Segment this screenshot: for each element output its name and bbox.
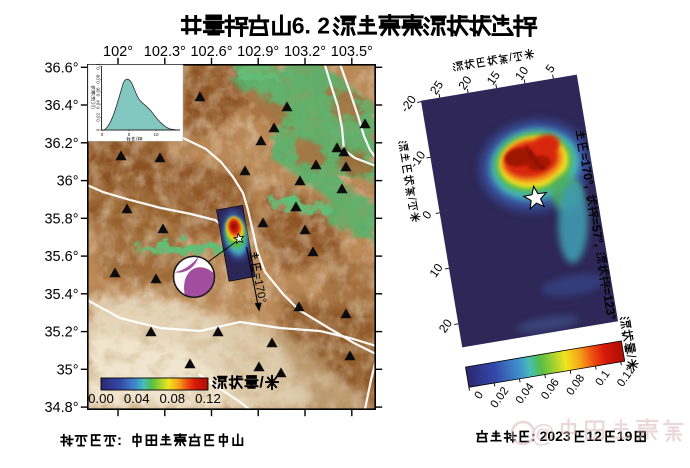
svg-text:35.2°: 35.2°	[44, 325, 78, 341]
svg-text:0.04: 0.04	[124, 391, 150, 406]
svg-text:=170°: =170°	[251, 272, 268, 304]
svg-text:6. 2: 6. 2	[292, 13, 330, 39]
svg-text:102.9°: 102.9°	[237, 44, 279, 60]
svg-text:0.1: 0.1	[96, 63, 101, 70]
svg-text:36°: 36°	[57, 174, 79, 190]
svg-text:102.3°: 102.3°	[144, 44, 186, 60]
svg-text:36.2°: 36.2°	[44, 136, 78, 152]
svg-text:102.6°: 102.6°	[190, 44, 232, 60]
svg-text:35.6°: 35.6°	[44, 249, 78, 265]
svg-text:0.12: 0.12	[195, 391, 221, 406]
svg-text:/: /	[624, 353, 639, 359]
svg-text:=170°,: =170°,	[577, 152, 597, 190]
svg-text:0.08: 0.08	[96, 74, 101, 83]
svg-text:0.00: 0.00	[88, 391, 114, 406]
svg-text:102°: 102°	[103, 44, 133, 60]
svg-text:10: 10	[153, 132, 159, 137]
svg-text:0.04: 0.04	[96, 100, 101, 109]
svg-text:=57°,: =57°,	[588, 217, 607, 248]
svg-text:: 2023: : 2023	[531, 428, 571, 444]
svg-text:/: /	[508, 52, 514, 64]
svg-text::: :	[117, 433, 122, 449]
svg-text:/: /	[259, 375, 264, 392]
svg-text:0.02: 0.02	[96, 112, 101, 121]
svg-text:0.08: 0.08	[159, 391, 185, 406]
svg-text:35.8°: 35.8°	[44, 211, 78, 227]
svg-text:5: 5	[128, 132, 131, 137]
svg-text:0: 0	[101, 132, 104, 137]
svg-text:0.06: 0.06	[96, 87, 101, 96]
svg-text:36.4°: 36.4°	[44, 98, 78, 114]
svg-text:(10): (10)	[89, 100, 95, 109]
svg-text:19: 19	[617, 428, 633, 444]
svg-text:103.5°: 103.5°	[331, 44, 373, 60]
svg-text:35°: 35°	[57, 362, 79, 378]
svg-text:/: /	[405, 196, 417, 202]
svg-text:/: /	[136, 137, 138, 143]
svg-text:=123°: =123°	[599, 287, 618, 321]
svg-text:36.6°: 36.6°	[44, 60, 78, 76]
svg-text:0: 0	[96, 128, 101, 131]
svg-text:34.8°: 34.8°	[44, 400, 78, 416]
svg-text:35.4°: 35.4°	[44, 287, 78, 303]
svg-text:103.2°: 103.2°	[284, 44, 326, 60]
svg-text:@: @	[530, 420, 555, 448]
